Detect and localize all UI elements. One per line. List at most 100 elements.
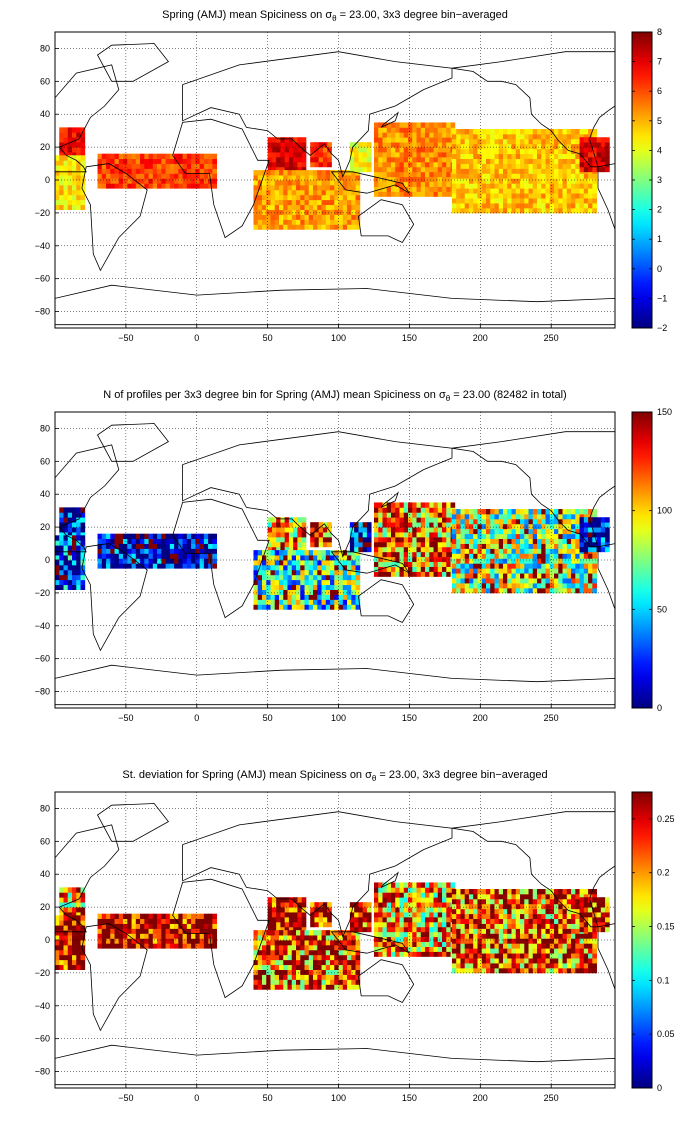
data-cell	[451, 923, 457, 929]
data-cell	[373, 512, 379, 518]
data-cell	[373, 502, 379, 508]
data-cell	[191, 548, 196, 554]
data-cell	[293, 137, 298, 143]
coastline	[357, 199, 415, 244]
data-cell	[351, 555, 356, 561]
data-cell	[468, 893, 474, 900]
data-cell	[473, 553, 478, 559]
data-cell	[399, 566, 405, 572]
data-cell	[503, 533, 508, 540]
data-cell	[485, 183, 491, 189]
data-cell	[524, 913, 529, 920]
data-cell	[391, 152, 396, 158]
data-cell	[318, 156, 324, 163]
data-cell	[571, 893, 576, 900]
data-cell	[481, 538, 487, 544]
data-cell	[575, 889, 580, 895]
data-cell	[420, 171, 426, 178]
data-cell	[118, 163, 124, 169]
data-cell	[63, 944, 69, 951]
data-cell	[477, 153, 483, 160]
data-cell	[416, 941, 422, 947]
data-cell	[55, 184, 60, 191]
data-cell	[433, 137, 439, 143]
data-cell	[310, 536, 315, 543]
data-cell	[59, 555, 64, 561]
data-cell	[412, 882, 417, 888]
data-cell	[135, 538, 141, 544]
data-cell	[63, 170, 69, 176]
data-cell	[293, 916, 298, 923]
data-cell	[446, 897, 451, 903]
data-cell	[481, 578, 487, 584]
data-cell	[287, 984, 293, 990]
data-cell	[566, 963, 572, 969]
data-cell	[308, 579, 314, 586]
data-cell	[148, 938, 154, 944]
data-cell	[195, 183, 200, 189]
data-cell	[317, 984, 322, 990]
data-cell	[59, 935, 64, 941]
data-cell	[558, 168, 563, 174]
data-cell	[296, 170, 301, 176]
data-cell	[403, 931, 409, 938]
data-cell	[178, 563, 183, 569]
data-cell	[503, 163, 508, 169]
data-cell	[355, 974, 361, 980]
data-cell	[300, 209, 305, 215]
data-cell	[562, 923, 568, 929]
data-cell	[481, 183, 487, 189]
data-cell	[382, 166, 388, 173]
data-cell	[433, 551, 439, 558]
data-cell	[395, 931, 400, 938]
data-cell	[473, 967, 478, 974]
data-cell	[67, 897, 73, 903]
data-cell	[203, 918, 209, 924]
data-cell	[515, 958, 521, 964]
data-cell	[291, 930, 297, 936]
data-cell	[541, 958, 546, 964]
data-cell	[296, 574, 301, 581]
data-cell	[72, 155, 77, 161]
data-cell	[257, 949, 263, 956]
data-cell	[566, 553, 572, 559]
data-cell	[399, 571, 405, 577]
data-cell	[558, 568, 563, 574]
data-cell	[403, 527, 409, 533]
data-cell	[412, 152, 417, 158]
data-cell	[545, 953, 551, 959]
data-cell	[446, 507, 451, 513]
coastline	[451, 51, 615, 168]
data-cell	[541, 908, 546, 915]
data-cell	[412, 512, 417, 518]
data-cell	[583, 188, 589, 194]
data-cell	[429, 887, 434, 893]
data-cell	[433, 561, 439, 567]
data-cell	[524, 543, 529, 549]
data-cell	[477, 163, 483, 169]
data-cell	[541, 963, 546, 969]
data-cell	[464, 943, 470, 949]
data-cell	[362, 522, 368, 528]
data-cell	[382, 941, 388, 947]
colorbar-tick-label: −1	[657, 293, 667, 303]
data-cell	[351, 935, 356, 941]
data-cell	[549, 893, 555, 900]
data-cell	[433, 882, 439, 888]
data-cell	[334, 930, 339, 936]
data-cell	[291, 974, 297, 980]
data-cell	[477, 523, 483, 530]
data-cell	[301, 152, 307, 158]
data-cell	[408, 142, 413, 148]
data-cell	[291, 935, 297, 941]
data-cell	[373, 926, 379, 933]
data-cell	[284, 517, 290, 523]
data-cell	[270, 204, 276, 210]
data-cell	[182, 943, 188, 949]
data-cell	[515, 509, 521, 515]
data-cell	[386, 127, 392, 133]
data-cell	[373, 147, 379, 153]
data-cell	[571, 958, 576, 964]
data-cell	[274, 979, 280, 985]
data-cell	[114, 543, 120, 549]
